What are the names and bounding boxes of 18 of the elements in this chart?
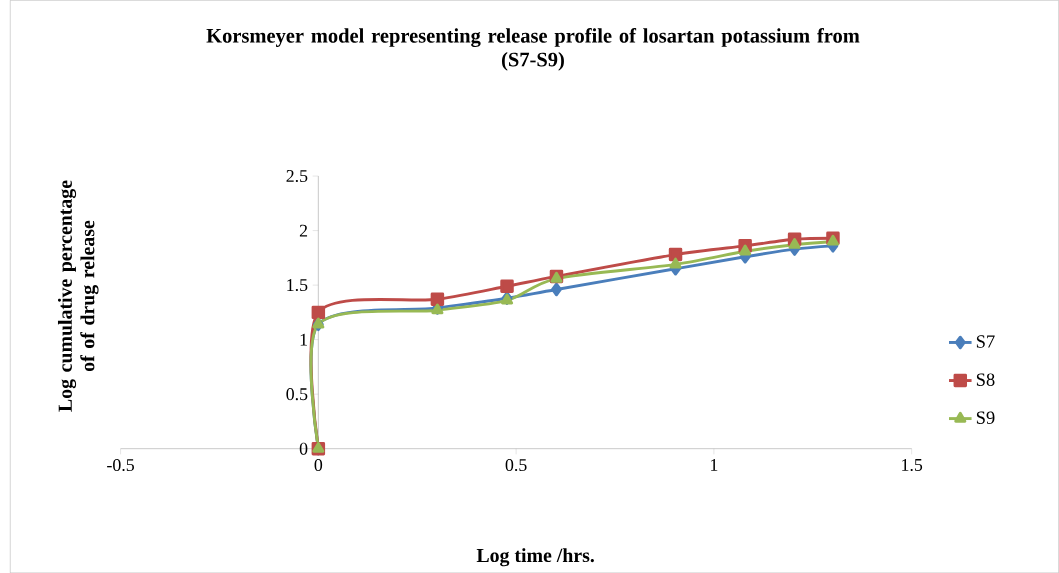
y-tick-label: 0.5 bbox=[286, 388, 308, 401]
chart-subtitle: (S7-S9) bbox=[501, 51, 564, 71]
y-tick-label: 2.5 bbox=[286, 169, 308, 182]
y-tick-label: 2 bbox=[299, 224, 308, 237]
chart-title: Korsmeyer model representing release profile of losartan potassium from bbox=[206, 27, 860, 47]
x-tick-label: -0.5 bbox=[107, 458, 134, 472]
x-tick-label: 0.5 bbox=[505, 458, 527, 472]
y-axis-title: Log cumulative percentage of of drug release bbox=[57, 180, 99, 412]
x-tick-label: 1.5 bbox=[902, 458, 923, 471]
x-tick-label: 1 bbox=[711, 458, 718, 471]
y-tick-label: 1 bbox=[300, 333, 307, 346]
legend-label: S8 bbox=[976, 373, 995, 386]
x-axis-title: Log time /hrs. bbox=[476, 548, 594, 567]
y-tick-label: 0 bbox=[299, 442, 308, 455]
legend-label: S7 bbox=[976, 335, 995, 348]
legend-label: S9 bbox=[976, 411, 995, 424]
y-tick-label: 1.5 bbox=[287, 279, 308, 292]
x-tick-label: 0 bbox=[314, 458, 323, 471]
